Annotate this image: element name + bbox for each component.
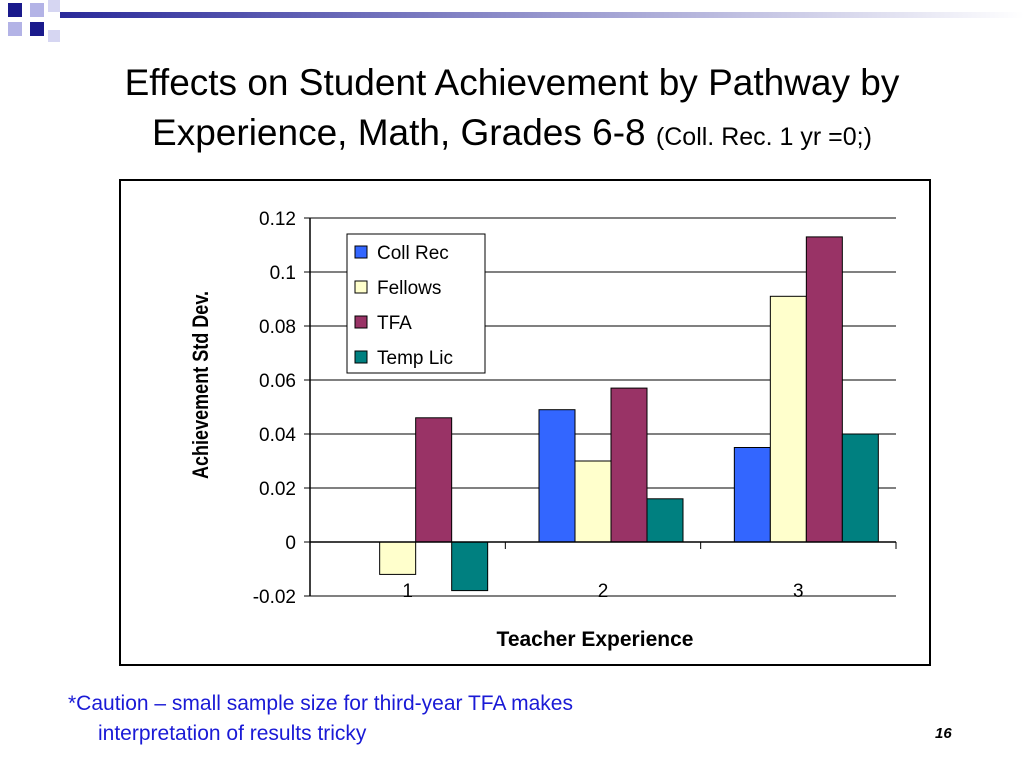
legend-swatch-fellows xyxy=(354,280,368,294)
page-number: 16 xyxy=(935,725,952,742)
y-tick-label: 0.12 xyxy=(259,209,296,230)
bar-temp-lic-1 xyxy=(451,541,489,592)
y-axis-title: Achievement Std Dev. xyxy=(189,291,213,479)
bar-coll-rec-2 xyxy=(538,409,576,543)
legend-label: Fellows xyxy=(377,278,441,299)
x-tick-label: 3 xyxy=(793,581,804,602)
legend-swatch-tfa xyxy=(354,315,368,329)
y-tick-label: 0.02 xyxy=(259,479,296,500)
slide-title-line2: Experience, Math, Grades 6-8 xyxy=(152,112,646,153)
caution-line-2: interpretation of results tricky xyxy=(98,722,367,745)
legend-label: TFA xyxy=(377,313,412,334)
slide-title-note: (Coll. Rec. 1 yr =0;) xyxy=(655,123,872,151)
bar-chart: 0.12 0.1 0.08 0.06 0.04 0.02 0 -0.02 1 2 3 Teacher … xyxy=(189,209,897,651)
bar-fellows-2 xyxy=(574,460,612,543)
caution-note: *Caution – small sample size for third-y… xyxy=(68,689,573,749)
legend-label: Coll Rec xyxy=(377,243,449,264)
x-tick-label: 1 xyxy=(402,581,413,602)
slide-title-line1: Effects on Student Achievement by Pathwa… xyxy=(124,62,900,103)
header-decoration xyxy=(8,0,1024,42)
legend-label: Temp Lic xyxy=(377,348,453,369)
bar-fellows-3 xyxy=(769,295,807,543)
legend-swatch-temp-lic xyxy=(354,350,368,364)
bar-temp-lic-3 xyxy=(841,433,879,543)
bar-tfa-1 xyxy=(415,417,453,543)
y-tick-label: 0 xyxy=(285,533,296,554)
x-axis-title: Teacher Experience xyxy=(497,628,694,651)
bar-tfa-2 xyxy=(610,387,648,543)
bar-tfa-3 xyxy=(805,236,843,543)
y-tick-label: -0.02 xyxy=(253,587,296,608)
bar-coll-rec-3 xyxy=(733,447,771,543)
y-tick-label: 0.08 xyxy=(259,317,296,338)
legend-swatch-coll-rec xyxy=(354,245,368,259)
y-tick-label: 0.06 xyxy=(259,371,296,392)
legend xyxy=(346,233,486,374)
y-tick-label: 0.04 xyxy=(259,425,296,446)
slide-title: Effects on Student Achievement by Pathwa… xyxy=(0,58,1024,162)
bar-temp-lic-2 xyxy=(646,498,684,543)
chart-frame: 0.12 0.1 0.08 0.06 0.04 0.02 0 -0.02 1 2 3 Teacher … xyxy=(119,179,931,666)
bar-fellows-1 xyxy=(379,541,417,575)
x-tick-label: 2 xyxy=(598,581,609,602)
y-tick-label: 0.1 xyxy=(270,263,296,284)
caution-line-1: *Caution – small sample size for third-y… xyxy=(68,692,573,715)
